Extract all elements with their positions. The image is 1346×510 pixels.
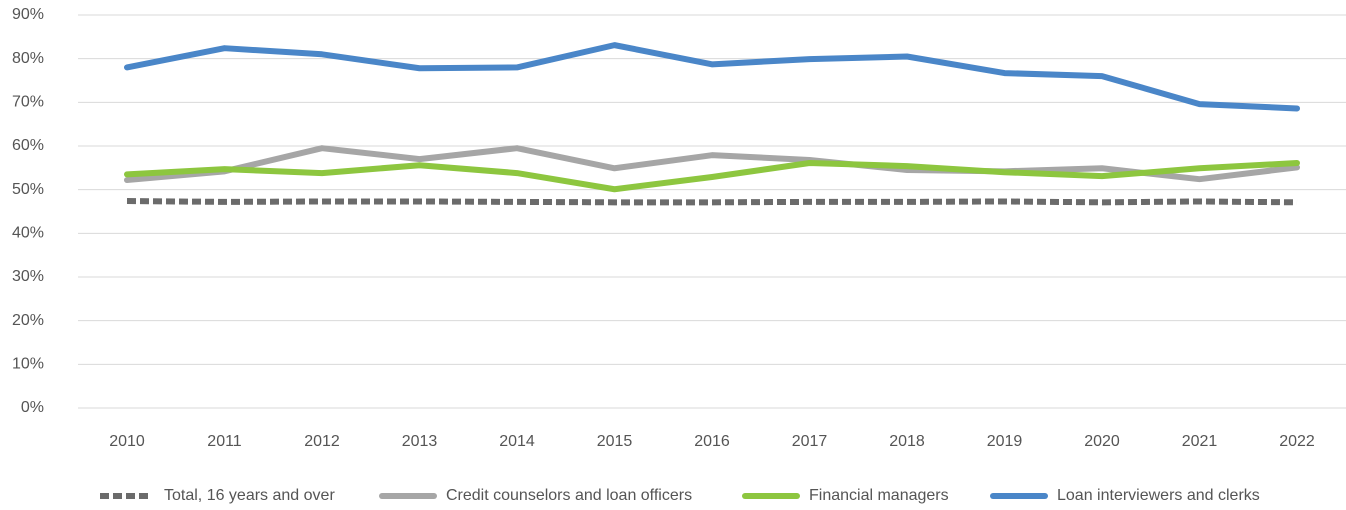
x-tick-label: 2018: [889, 433, 925, 450]
legend-label: Total, 16 years and over: [164, 487, 335, 504]
x-tick-label: 2014: [499, 433, 535, 450]
legend-label: Loan interviewers and clerks: [1057, 487, 1260, 504]
x-tick-label: 2022: [1279, 433, 1315, 450]
y-tick-label: 70%: [12, 94, 44, 111]
y-tick-label: 60%: [12, 137, 44, 154]
legend-label: Credit counselors and loan officers: [446, 487, 692, 504]
y-tick-label: 80%: [12, 50, 44, 67]
series-line: [124, 145, 1300, 184]
series-line: [124, 160, 1300, 193]
series-line: [124, 42, 1300, 112]
x-tick-label: 2015: [597, 433, 633, 450]
y-tick-label: 30%: [12, 268, 44, 285]
y-tick-label: 50%: [12, 181, 44, 198]
x-tick-label: 2010: [109, 433, 145, 450]
y-tick-label: 10%: [12, 356, 44, 373]
x-tick-label: 2011: [207, 433, 242, 450]
x-tick-label: 2013: [402, 433, 438, 450]
y-tick-label: 0%: [21, 399, 44, 416]
x-tick-label: 2020: [1084, 433, 1120, 450]
series-line: [126, 198, 1298, 206]
x-tick-label: 2019: [987, 433, 1023, 450]
x-tick-label: 2016: [694, 433, 730, 450]
x-tick-label: 2012: [304, 433, 340, 450]
y-tick-label: 40%: [12, 225, 44, 242]
y-tick-label: 90%: [12, 6, 44, 23]
x-tick-label: 2021: [1182, 433, 1218, 450]
legend-label: Financial managers: [809, 487, 949, 504]
y-tick-label: 20%: [12, 312, 44, 329]
x-tick-label: 2017: [792, 433, 828, 450]
